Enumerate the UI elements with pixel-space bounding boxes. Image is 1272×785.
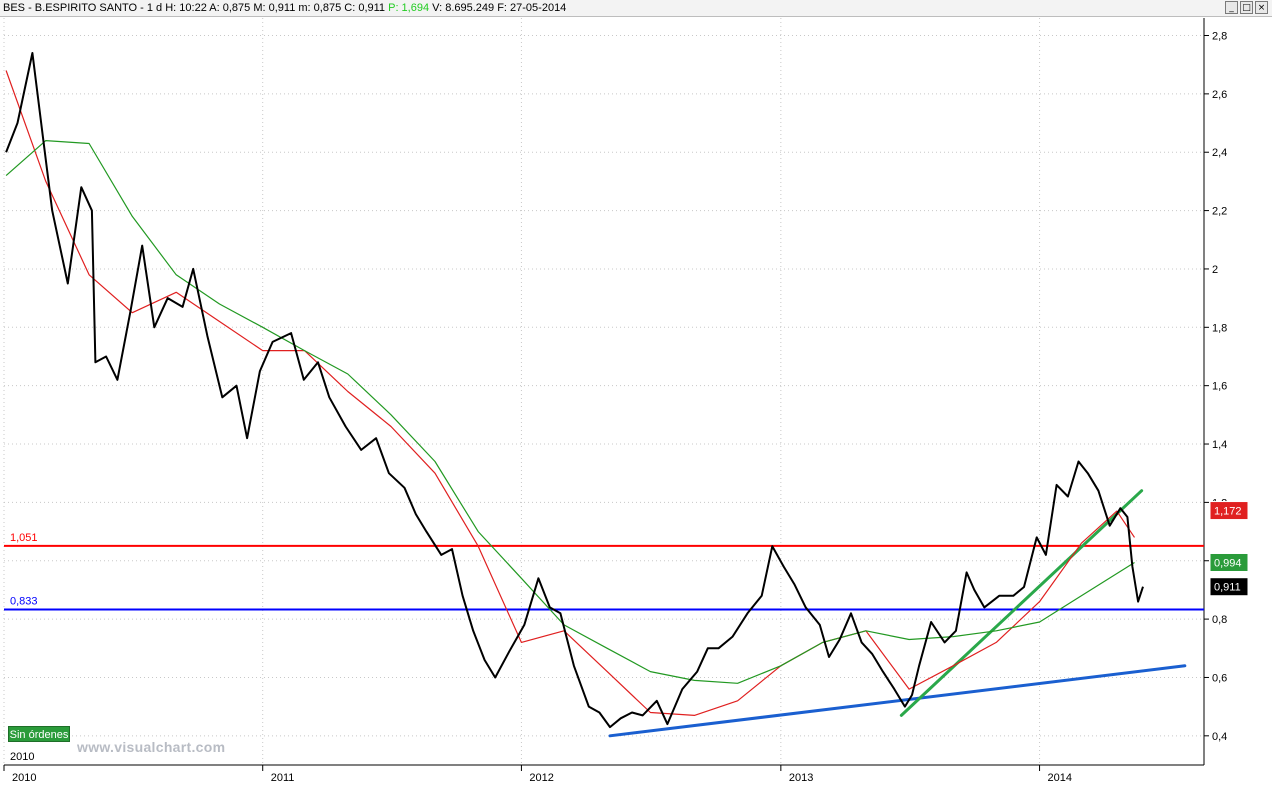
price-tag-label: 0,994 <box>1214 557 1242 569</box>
y-tick-label: 2,4 <box>1212 147 1227 159</box>
x-tick-label: 2012 <box>529 772 553 784</box>
performance-value: P: 1,694 <box>388 2 430 14</box>
price-tag <box>1209 552 1249 572</box>
date-value: F: 27-05-2014 <box>497 2 567 14</box>
y-tick-label: 2,2 <box>1212 206 1227 218</box>
plot-area <box>4 18 1204 765</box>
y-tick-label: 1,8 <box>1212 322 1227 334</box>
instrument-name: B.ESPIRITO SANTO <box>34 2 138 14</box>
open-value: A: 0,875 <box>209 2 251 14</box>
price-tag-label: 1,172 <box>1214 506 1242 518</box>
orders-status-button[interactable]: Sin órdenes <box>8 726 70 742</box>
price-tag-label: 0,911 <box>1214 582 1241 594</box>
x-tick-label: 2011 <box>271 772 295 784</box>
time-value: H: 10:22 <box>165 2 207 14</box>
chart-title-bar: BES - B.ESPIRITO SANTO - 1 d H: 10:22 A:… <box>0 0 1272 17</box>
y-tick-label: 0,8 <box>1212 614 1227 626</box>
volume-value: V: 8.695.249 <box>432 2 495 14</box>
x-tick-label: 2010 <box>12 772 36 784</box>
price-series-line <box>5 52 1144 729</box>
year-tag: 2010 <box>10 751 35 763</box>
level-label: 1,051 <box>10 532 38 544</box>
y-tick-label: 2,6 <box>1212 89 1227 101</box>
trendline <box>608 664 1187 738</box>
x-axis-tick-labels: 2010 2011 2012 2013 2014 <box>12 772 1072 784</box>
maximize-button[interactable]: □ <box>1240 1 1253 14</box>
price-tags: 1,172 0,994 0,911 <box>1209 501 1249 597</box>
price-tag <box>1209 501 1249 521</box>
close-value: C: 0,911 <box>344 2 386 14</box>
quote-info: BES - B.ESPIRITO SANTO - 1 d H: 10:22 A:… <box>3 2 567 14</box>
y-tick-label: 0,6 <box>1212 672 1227 684</box>
minimize-button[interactable]: _ <box>1225 1 1238 14</box>
watermark: www.visualchart.com <box>77 739 226 755</box>
moving-average-line <box>5 70 1135 717</box>
level-label: 0,833 <box>10 595 38 607</box>
y-tick-label: 2,8 <box>1212 31 1227 43</box>
chart-series <box>5 52 1144 729</box>
y-tick-label: 0,4 <box>1212 731 1227 743</box>
x-tick-label: 2013 <box>789 772 813 784</box>
chart-grid <box>3 18 1204 765</box>
chart-axes <box>3 18 1209 771</box>
y-tick-label: 1,4 <box>1212 439 1227 451</box>
y-axis-tick-labels: 2,82,62,42,221,81,61,41,210,80,60,4 <box>1212 31 1227 743</box>
trendlines <box>608 489 1187 738</box>
period: 1 d <box>146 2 163 14</box>
trendline <box>899 489 1144 717</box>
support-resistance-lines: 1,051 0,833 <box>4 532 1204 611</box>
symbol: BES <box>3 2 26 14</box>
price-tag <box>1209 577 1249 597</box>
low-value: m: 0,875 <box>298 2 342 14</box>
y-tick-label: 1,6 <box>1212 381 1227 393</box>
window-controls: _ □ × <box>1225 1 1268 14</box>
high-value: M: 0,911 <box>253 2 296 14</box>
close-button[interactable]: × <box>1255 1 1268 14</box>
x-tick-label: 2014 <box>1048 772 1072 784</box>
y-tick-label: 2 <box>1212 264 1218 276</box>
